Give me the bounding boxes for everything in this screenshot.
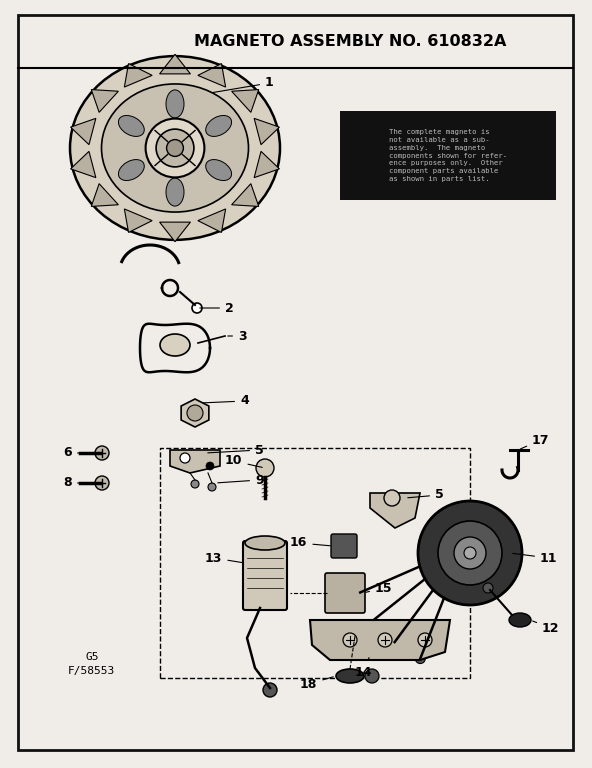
Circle shape [166,140,184,157]
Circle shape [180,453,190,463]
Circle shape [187,405,203,421]
Ellipse shape [205,160,231,180]
Text: 5: 5 [408,488,444,502]
Text: 5: 5 [208,443,264,456]
Ellipse shape [118,160,144,180]
Polygon shape [124,209,152,233]
FancyBboxPatch shape [331,534,357,558]
Text: MAGNETO ASSEMBLY NO. 610832A: MAGNETO ASSEMBLY NO. 610832A [194,35,506,49]
Text: 12: 12 [533,621,559,634]
Circle shape [95,476,109,490]
Polygon shape [254,118,279,144]
Circle shape [263,683,277,697]
Circle shape [483,583,493,593]
Polygon shape [70,151,96,177]
Text: 17: 17 [520,433,549,449]
Text: 10: 10 [225,455,262,468]
Ellipse shape [160,334,190,356]
Ellipse shape [245,536,285,550]
Circle shape [343,633,357,647]
Circle shape [454,537,486,569]
Circle shape [365,669,379,683]
Polygon shape [181,399,209,427]
Text: 1: 1 [213,77,274,92]
FancyBboxPatch shape [243,541,287,610]
Circle shape [156,129,194,167]
Ellipse shape [166,178,184,206]
Circle shape [256,459,274,477]
Polygon shape [70,118,96,144]
Polygon shape [91,184,118,207]
Ellipse shape [205,115,231,137]
FancyBboxPatch shape [325,573,365,613]
Text: 16: 16 [290,537,330,549]
Bar [160,448,470,678]
Polygon shape [198,209,226,233]
Circle shape [415,654,425,664]
Circle shape [378,633,392,647]
Ellipse shape [101,84,249,212]
Polygon shape [231,90,259,112]
Ellipse shape [509,613,531,627]
Text: 3: 3 [228,329,247,343]
Text: G5
F/58553: G5 F/58553 [68,652,115,677]
Polygon shape [160,55,191,74]
Ellipse shape [336,669,364,683]
Polygon shape [310,620,450,660]
Text: The complete magneto is
not available as a sub-
assembly.  The magneto
component: The complete magneto is not available as… [390,129,507,182]
Text: 2: 2 [200,302,234,315]
Circle shape [438,521,502,585]
Circle shape [464,547,476,559]
Ellipse shape [118,115,144,137]
Ellipse shape [70,56,280,240]
Text: 15: 15 [366,581,392,594]
Polygon shape [91,90,118,112]
Text: 9: 9 [218,474,263,486]
Text: 4: 4 [203,395,249,408]
Circle shape [95,446,109,460]
Polygon shape [160,222,191,242]
Circle shape [208,483,216,491]
Circle shape [206,462,214,470]
Text: 14: 14 [355,657,372,678]
Polygon shape [231,184,259,207]
Text: 18: 18 [300,677,333,690]
Polygon shape [170,450,220,473]
Circle shape [146,118,204,177]
Polygon shape [124,64,152,87]
Polygon shape [370,493,420,528]
Polygon shape [198,64,226,87]
Text: 6: 6 [63,446,80,459]
Circle shape [384,490,400,506]
Text: 8: 8 [63,476,80,489]
Circle shape [191,480,199,488]
Circle shape [418,633,432,647]
Polygon shape [254,151,279,177]
Ellipse shape [166,90,184,118]
Circle shape [418,501,522,605]
Text: 11: 11 [513,551,558,564]
Text: 13: 13 [205,551,242,564]
Circle shape [192,303,202,313]
Bar [340,111,556,200]
